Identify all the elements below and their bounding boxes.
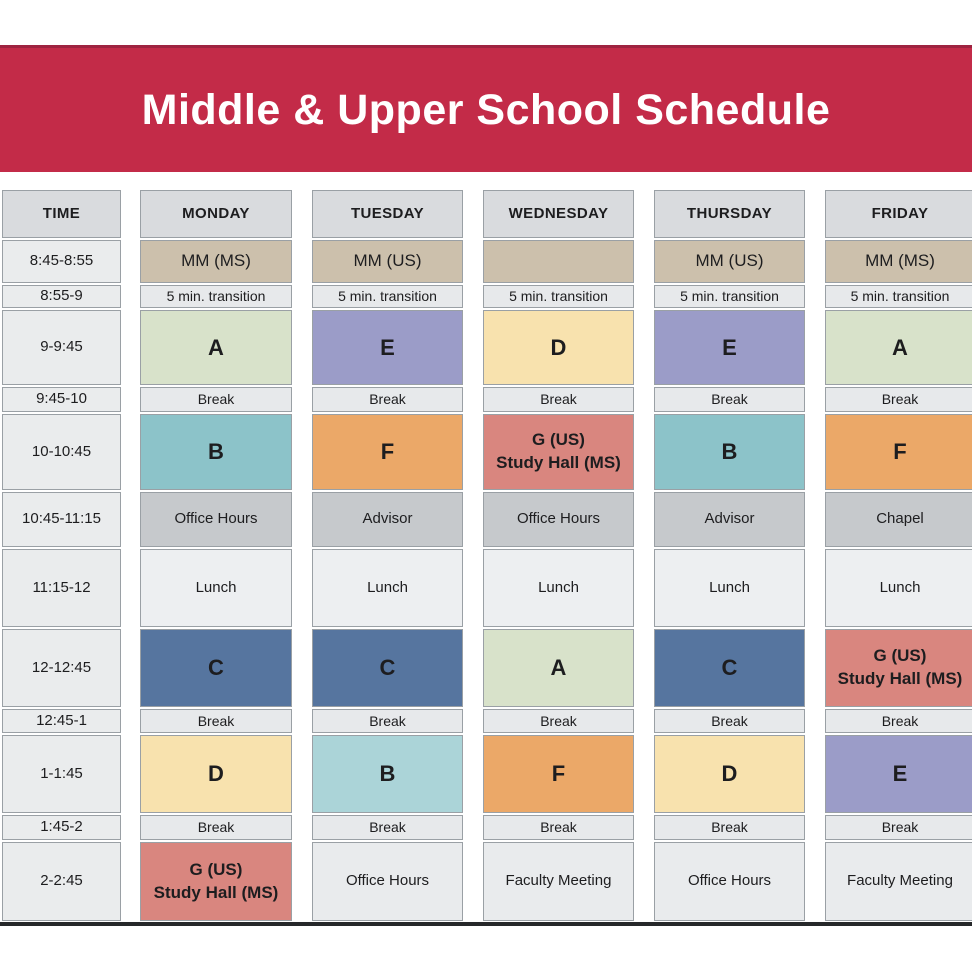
schedule-cell: Break xyxy=(483,387,634,412)
schedule-cell: Break xyxy=(825,387,972,412)
cell-line2: Study Hall (MS) xyxy=(496,453,621,472)
cell-line1: G (US) xyxy=(532,430,585,450)
schedule-cell: Office Hours xyxy=(140,492,292,547)
schedule-cell: Break xyxy=(483,709,634,733)
schedule-cell: 5 min. transition xyxy=(825,285,972,308)
day-header-wednesday: WEDNESDAY xyxy=(483,190,634,238)
title-banner: Middle & Upper School Schedule xyxy=(0,45,972,172)
schedule-cell: E xyxy=(825,735,972,813)
schedule-cell: F xyxy=(825,414,972,490)
schedule-cell: C xyxy=(312,629,463,707)
time-cell: 8:45-8:55 xyxy=(2,240,121,283)
column-thursday: THURSDAY MM (US) 5 min. transition E Break B A… xyxy=(654,190,805,921)
time-cell: 12-12:45 xyxy=(2,629,121,707)
schedule-cell: Break xyxy=(312,815,463,840)
day-header-monday: MONDAY xyxy=(140,190,292,238)
schedule-cell: A xyxy=(483,629,634,707)
schedule-cell: 5 min. transition xyxy=(483,285,634,308)
time-cell: 10-10:45 xyxy=(2,414,121,490)
schedule-cell: Break xyxy=(312,709,463,733)
schedule-cell: MM (MS) xyxy=(140,240,292,283)
schedule-cell: G (US) Study Hall (MS) xyxy=(483,414,634,490)
schedule-cell: Break xyxy=(825,709,972,733)
schedule-cell: G (US) Study Hall (MS) xyxy=(140,842,292,921)
schedule-cell: C xyxy=(140,629,292,707)
cell-line2: Study Hall (MS) xyxy=(153,882,279,902)
schedule-cell: Break xyxy=(654,387,805,412)
time-cell: 9-9:45 xyxy=(2,310,121,385)
schedule-cell: Break xyxy=(483,815,634,840)
schedule-cell: C xyxy=(654,629,805,707)
schedule-cell: Lunch xyxy=(140,549,292,627)
column-tuesday: TUESDAY MM (US) 5 min. transition E Break F Ad… xyxy=(312,190,463,921)
schedule-cell: Lunch xyxy=(825,549,972,627)
schedule-cell: Faculty Meeting xyxy=(825,842,972,921)
schedule-cell: 5 min. transition xyxy=(654,285,805,308)
day-header-tuesday: TUESDAY xyxy=(312,190,463,238)
schedule-cell: F xyxy=(483,735,634,813)
schedule-cell: E xyxy=(312,310,463,385)
schedule-cell: B xyxy=(654,414,805,490)
table-bottom-rule xyxy=(0,922,972,926)
page-title: Middle & Upper School Schedule xyxy=(141,85,831,134)
schedule-cell: E xyxy=(654,310,805,385)
schedule-cell: MM (MS) xyxy=(825,240,972,283)
time-cell: 12:45-1 xyxy=(2,709,121,733)
schedule-cell: G (US) Study Hall (MS) xyxy=(825,629,972,707)
schedule-cell: MM (US) xyxy=(654,240,805,283)
schedule-cell: Office Hours xyxy=(654,842,805,921)
column-wednesday: WEDNESDAY 5 min. transition D Break G (US) St… xyxy=(483,190,634,921)
schedule-cell: D xyxy=(483,310,634,385)
schedule-cell: Break xyxy=(654,815,805,840)
time-cell: 1:45-2 xyxy=(2,815,121,840)
schedule-cell: D xyxy=(140,735,292,813)
cell-line2: Study Hall (MS) xyxy=(837,669,963,688)
schedule-cell: Advisor xyxy=(312,492,463,547)
day-header-thursday: THURSDAY xyxy=(654,190,805,238)
schedule-cell: Break xyxy=(825,815,972,840)
time-cell: 1-1:45 xyxy=(2,735,121,813)
column-time: TIME 8:45-8:55 8:55-9 9-9:45 9:45-10 10-10:45… xyxy=(2,190,121,921)
schedule-cell: 5 min. transition xyxy=(140,285,292,308)
schedule-cell: B xyxy=(140,414,292,490)
schedule-cell: Break xyxy=(312,387,463,412)
schedule-cell: Chapel xyxy=(825,492,972,547)
schedule-cell: Advisor xyxy=(654,492,805,547)
schedule-cell: Office Hours xyxy=(483,492,634,547)
time-column-header: TIME xyxy=(2,190,121,238)
schedule-cell: Break xyxy=(140,815,292,840)
schedule-cell: F xyxy=(312,414,463,490)
schedule-cell: Lunch xyxy=(312,549,463,627)
schedule-cell: 5 min. transition xyxy=(312,285,463,308)
time-cell: 10:45-11:15 xyxy=(2,492,121,547)
cell-line1: G (US) xyxy=(873,646,927,666)
schedule-cell: Office Hours xyxy=(312,842,463,921)
column-friday: FRIDAY MM (MS) 5 min. transition A Break F Cha… xyxy=(825,190,972,921)
schedule-cell: B xyxy=(312,735,463,813)
schedule-cell: A xyxy=(140,310,292,385)
schedule-cell: Lunch xyxy=(483,549,634,627)
day-header-friday: FRIDAY xyxy=(825,190,972,238)
schedule-cell: Lunch xyxy=(654,549,805,627)
schedule-cell: Break xyxy=(654,709,805,733)
schedule-cell: D xyxy=(654,735,805,813)
cell-line1: G (US) xyxy=(189,859,243,879)
schedule-cell: MM (US) xyxy=(312,240,463,283)
time-cell: 2-2:45 xyxy=(2,842,121,921)
time-cell: 11:15-12 xyxy=(2,549,121,627)
schedule-cell: A xyxy=(825,310,972,385)
schedule-cell: Faculty Meeting xyxy=(483,842,634,921)
schedule-cell: Break xyxy=(140,709,292,733)
schedule-cell: Break xyxy=(140,387,292,412)
time-cell: 9:45-10 xyxy=(2,387,121,412)
time-cell: 8:55-9 xyxy=(2,285,121,308)
schedule-cell xyxy=(483,240,634,283)
column-monday: MONDAY MM (MS) 5 min. transition A Break B Off… xyxy=(140,190,292,921)
